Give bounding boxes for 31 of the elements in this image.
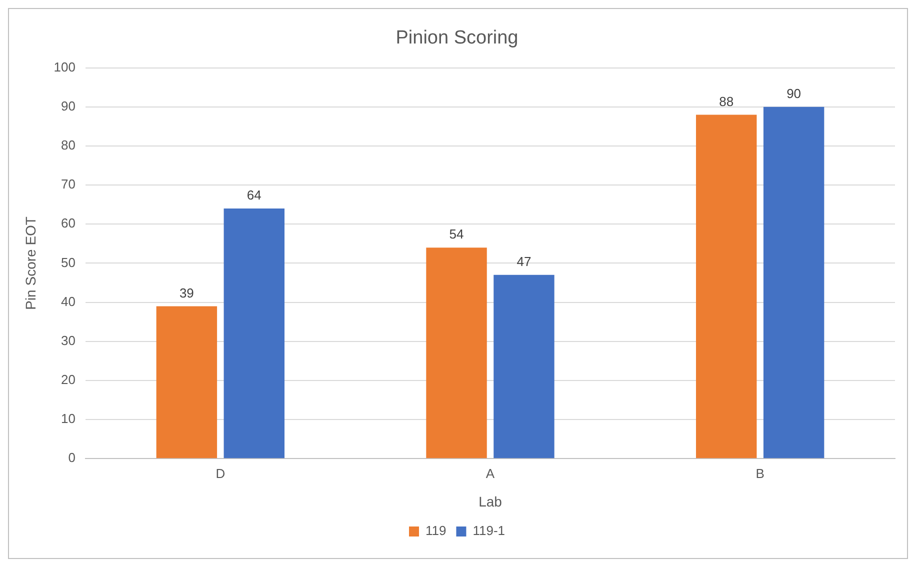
data-label: 64 — [246, 188, 262, 203]
y-tick-label: 30 — [61, 332, 76, 348]
y-tick-label: 90 — [61, 98, 76, 114]
y-tick-label: 40 — [61, 294, 76, 309]
data-label: 90 — [786, 86, 802, 101]
bar — [156, 306, 218, 458]
bar — [763, 106, 824, 458]
bar — [426, 248, 487, 458]
legend-label: 119 — [425, 523, 446, 538]
legend-label: 119-1 — [472, 523, 506, 538]
bar — [224, 208, 284, 458]
y-tick-label: 70 — [61, 176, 76, 192]
data-label: 54 — [449, 226, 464, 242]
y-axis-title: Pin Score EOT — [22, 216, 38, 310]
chart-title: Pinion Scoring — [396, 28, 518, 49]
bar — [494, 274, 554, 458]
x-axis-title: Lab — [478, 493, 502, 510]
data-label: 39 — [179, 285, 194, 300]
y-tick-label: 20 — [61, 372, 76, 388]
x-tick-label: B — [756, 466, 764, 481]
y-tick-label: 50 — [61, 254, 76, 270]
bar — [696, 114, 757, 458]
y-tick-label: 80 — [61, 138, 76, 153]
y-tick-label: 100 — [54, 59, 76, 74]
y-tick-label: 10 — [61, 411, 76, 426]
x-tick-label: A — [486, 466, 495, 481]
x-tick-label: D — [216, 466, 226, 481]
data-label: 47 — [516, 254, 532, 269]
y-tick-label: 0 — [68, 450, 76, 466]
y-tick-label: 60 — [61, 216, 76, 231]
data-label: 88 — [719, 94, 734, 109]
